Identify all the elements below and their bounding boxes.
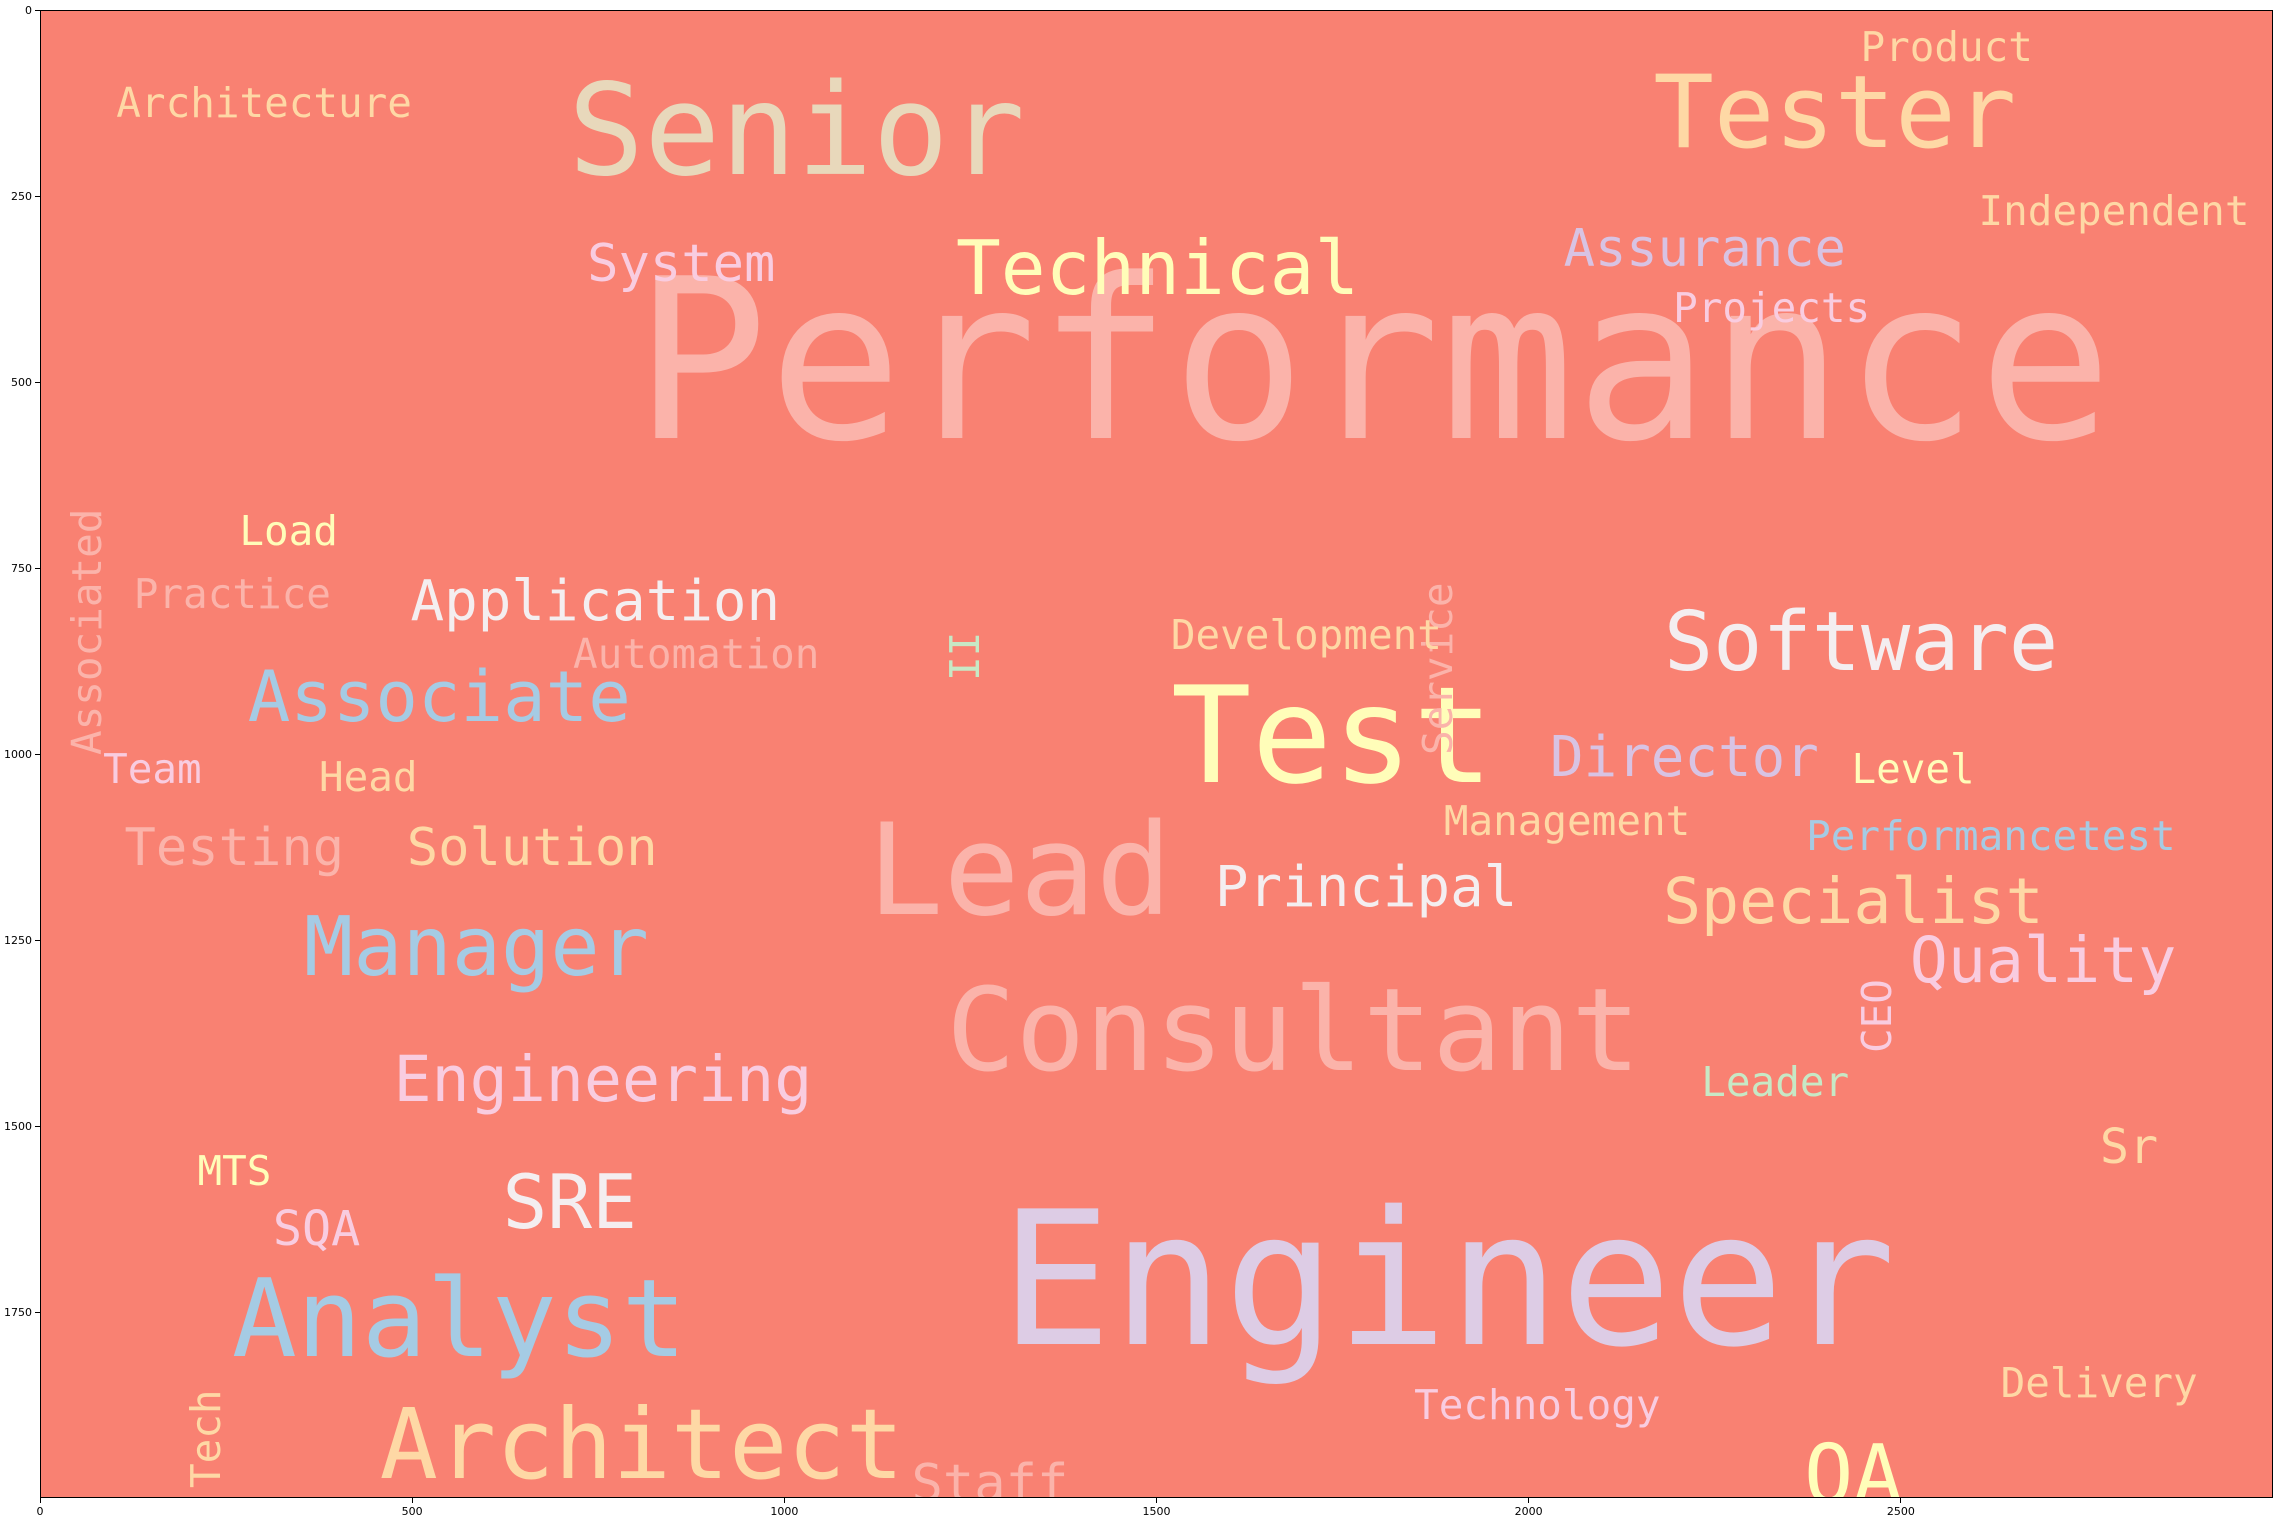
word-service: Service [1414, 582, 1463, 755]
word-engineering: Engineering [393, 1042, 813, 1117]
word-system: System [587, 234, 776, 295]
word-practice: Practice [133, 570, 331, 619]
y-tick-label: 500 [11, 375, 32, 389]
word-management: Management [1443, 797, 1691, 846]
word-quality: Quality [1909, 923, 2177, 998]
word-independent: Independent [1978, 187, 2250, 236]
word-leader: Leader [1701, 1057, 1850, 1106]
word-director: Director [1549, 724, 1819, 790]
word-level: Level [1851, 745, 1975, 794]
y-tick-mark [35, 567, 40, 569]
word-lead: Lead [867, 797, 1172, 945]
x-tick-mark [1900, 1498, 1902, 1503]
y-tick-mark [35, 1125, 40, 1127]
word-engineer: Engineer [999, 1170, 1897, 1388]
word-head: Head [319, 752, 418, 801]
y-tick-mark [35, 381, 40, 383]
y-tick-mark [35, 1311, 40, 1313]
word-tester: Tester [1653, 54, 2017, 172]
y-tick-label: 1750 [4, 1305, 32, 1319]
x-tick-mark [411, 1498, 413, 1503]
x-tick-mark [783, 1498, 785, 1503]
x-tick-label: 0 [36, 1505, 44, 1518]
word-consultant: Consultant [946, 964, 1641, 1099]
word-sre: SRE [502, 1159, 637, 1246]
y-tick-mark [35, 195, 40, 197]
y-tick-mark [35, 753, 40, 755]
y-tick-mark [35, 939, 40, 941]
y-tick-label: 750 [11, 561, 32, 575]
word-qa: QA [1803, 1428, 1903, 1498]
word-development: Development [1170, 611, 1442, 660]
word-automation: Automation [573, 629, 820, 678]
x-tick-label: 1000 [770, 1505, 799, 1518]
word-projects: Projects [1673, 283, 1871, 332]
word-staff: Staff [911, 1454, 1069, 1498]
word-architect: Architect [379, 1388, 904, 1498]
word-specialist: Specialist [1662, 863, 2044, 938]
x-tick-mark [39, 1498, 41, 1503]
word-performancetest: Performancetest [1806, 812, 2176, 861]
word-analyst: Analyst [231, 1256, 687, 1382]
x-tick-mark [1528, 1498, 1530, 1503]
word-solution: Solution [406, 818, 658, 879]
word-performance: Performance [633, 230, 2113, 491]
y-tick-label: 1250 [4, 933, 32, 947]
y-tick-label: 1500 [4, 1119, 32, 1133]
word-technical: Technical [956, 225, 1360, 313]
x-tick-label: 2500 [1886, 1505, 1915, 1518]
x-tick-label: 500 [401, 1505, 423, 1518]
word-manager: Manager [303, 899, 649, 995]
y-tick-label: 250 [11, 189, 32, 203]
word-ceo: CEO [1853, 978, 1902, 1053]
word-delivery: Delivery [2000, 1358, 2198, 1407]
x-tick-mark [1156, 1498, 1157, 1503]
word-technology: Technology [1414, 1381, 1661, 1430]
word-architecture: Architecture [116, 79, 412, 128]
word-associate: Associate [247, 655, 631, 739]
word-team: Team [103, 745, 202, 794]
y-tick-label: 0 [25, 3, 32, 17]
word-software: Software [1663, 594, 2059, 690]
word-testing: Testing [124, 818, 345, 879]
word-sr: Sr [2099, 1119, 2159, 1176]
word-sqa: SQA [272, 1200, 361, 1257]
word-product: Product [1860, 23, 2033, 72]
word-assurance: Assurance [1563, 219, 1846, 280]
word-test: Test [1170, 658, 1494, 815]
word-senior: Senior [567, 57, 1025, 205]
word-load: Load [239, 506, 338, 555]
x-tick-label: 1500 [1142, 1505, 1171, 1518]
word-application: Application [410, 568, 781, 634]
wordcloud-plot: Performance Engineer Test Senior Lead Consult… [40, 10, 2273, 1498]
word-associated: Associated [63, 508, 112, 755]
word-mts: MTS [197, 1146, 272, 1195]
y-tick-label: 1000 [4, 747, 32, 761]
word-tech: Tech [182, 1389, 231, 1488]
x-tick-label: 2000 [1514, 1505, 1543, 1518]
word-principal: Principal [1214, 855, 1518, 921]
word-ii: II [941, 631, 990, 681]
y-tick-mark [35, 9, 40, 11]
